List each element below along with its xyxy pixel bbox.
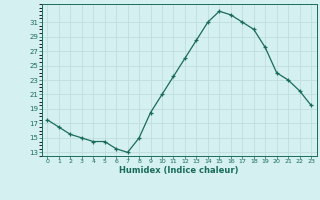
- X-axis label: Humidex (Indice chaleur): Humidex (Indice chaleur): [119, 166, 239, 175]
